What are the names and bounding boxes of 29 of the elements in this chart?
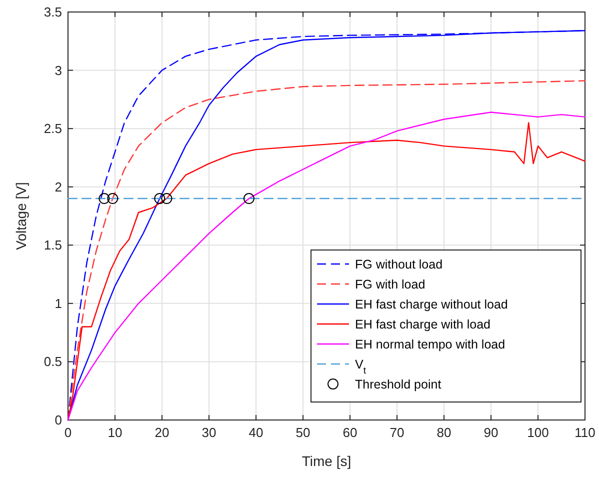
legend-label: EH fast charge with load [355, 318, 491, 332]
y-tick-label: 0.5 [44, 354, 62, 370]
y-tick-label: 0 [54, 412, 62, 428]
x-tick-label: 20 [154, 425, 170, 440]
x-tick-label: 40 [248, 425, 264, 440]
x-tick-label: 80 [436, 425, 452, 440]
y-tick-label: 3 [54, 62, 62, 78]
x-tick-label: 90 [484, 425, 498, 440]
x-tick-label: 50 [296, 425, 310, 440]
x-tick-label: 10 [108, 425, 122, 440]
x-tick-label: 110 [574, 425, 596, 440]
y-tick-label: 3.5 [44, 4, 62, 20]
x-tick-label: 60 [342, 425, 358, 440]
legend-label: FG without load [355, 258, 443, 272]
legend-label: EH normal tempo with load [355, 338, 506, 352]
x-tick-label: 70 [390, 425, 404, 440]
y-tick-label: 2 [54, 179, 62, 194]
y-tick-label: 1.5 [44, 238, 62, 253]
x-axis-title: Time [s] [302, 453, 352, 469]
x-tick-label: 100 [527, 425, 549, 440]
x-tick-label: 30 [202, 425, 216, 440]
y-axis-title: Voltage [V] [13, 182, 29, 250]
x-tick-label: 0 [64, 425, 72, 440]
legend-label: FG with load [355, 278, 426, 292]
legend-label: EH fast charge without load [355, 298, 508, 312]
y-tick-label: 1 [54, 296, 62, 311]
legend-label: V$_{t}$ [355, 358, 366, 376]
legend-label: Threshold point [355, 378, 442, 392]
y-tick-label: 2.5 [44, 121, 62, 136]
